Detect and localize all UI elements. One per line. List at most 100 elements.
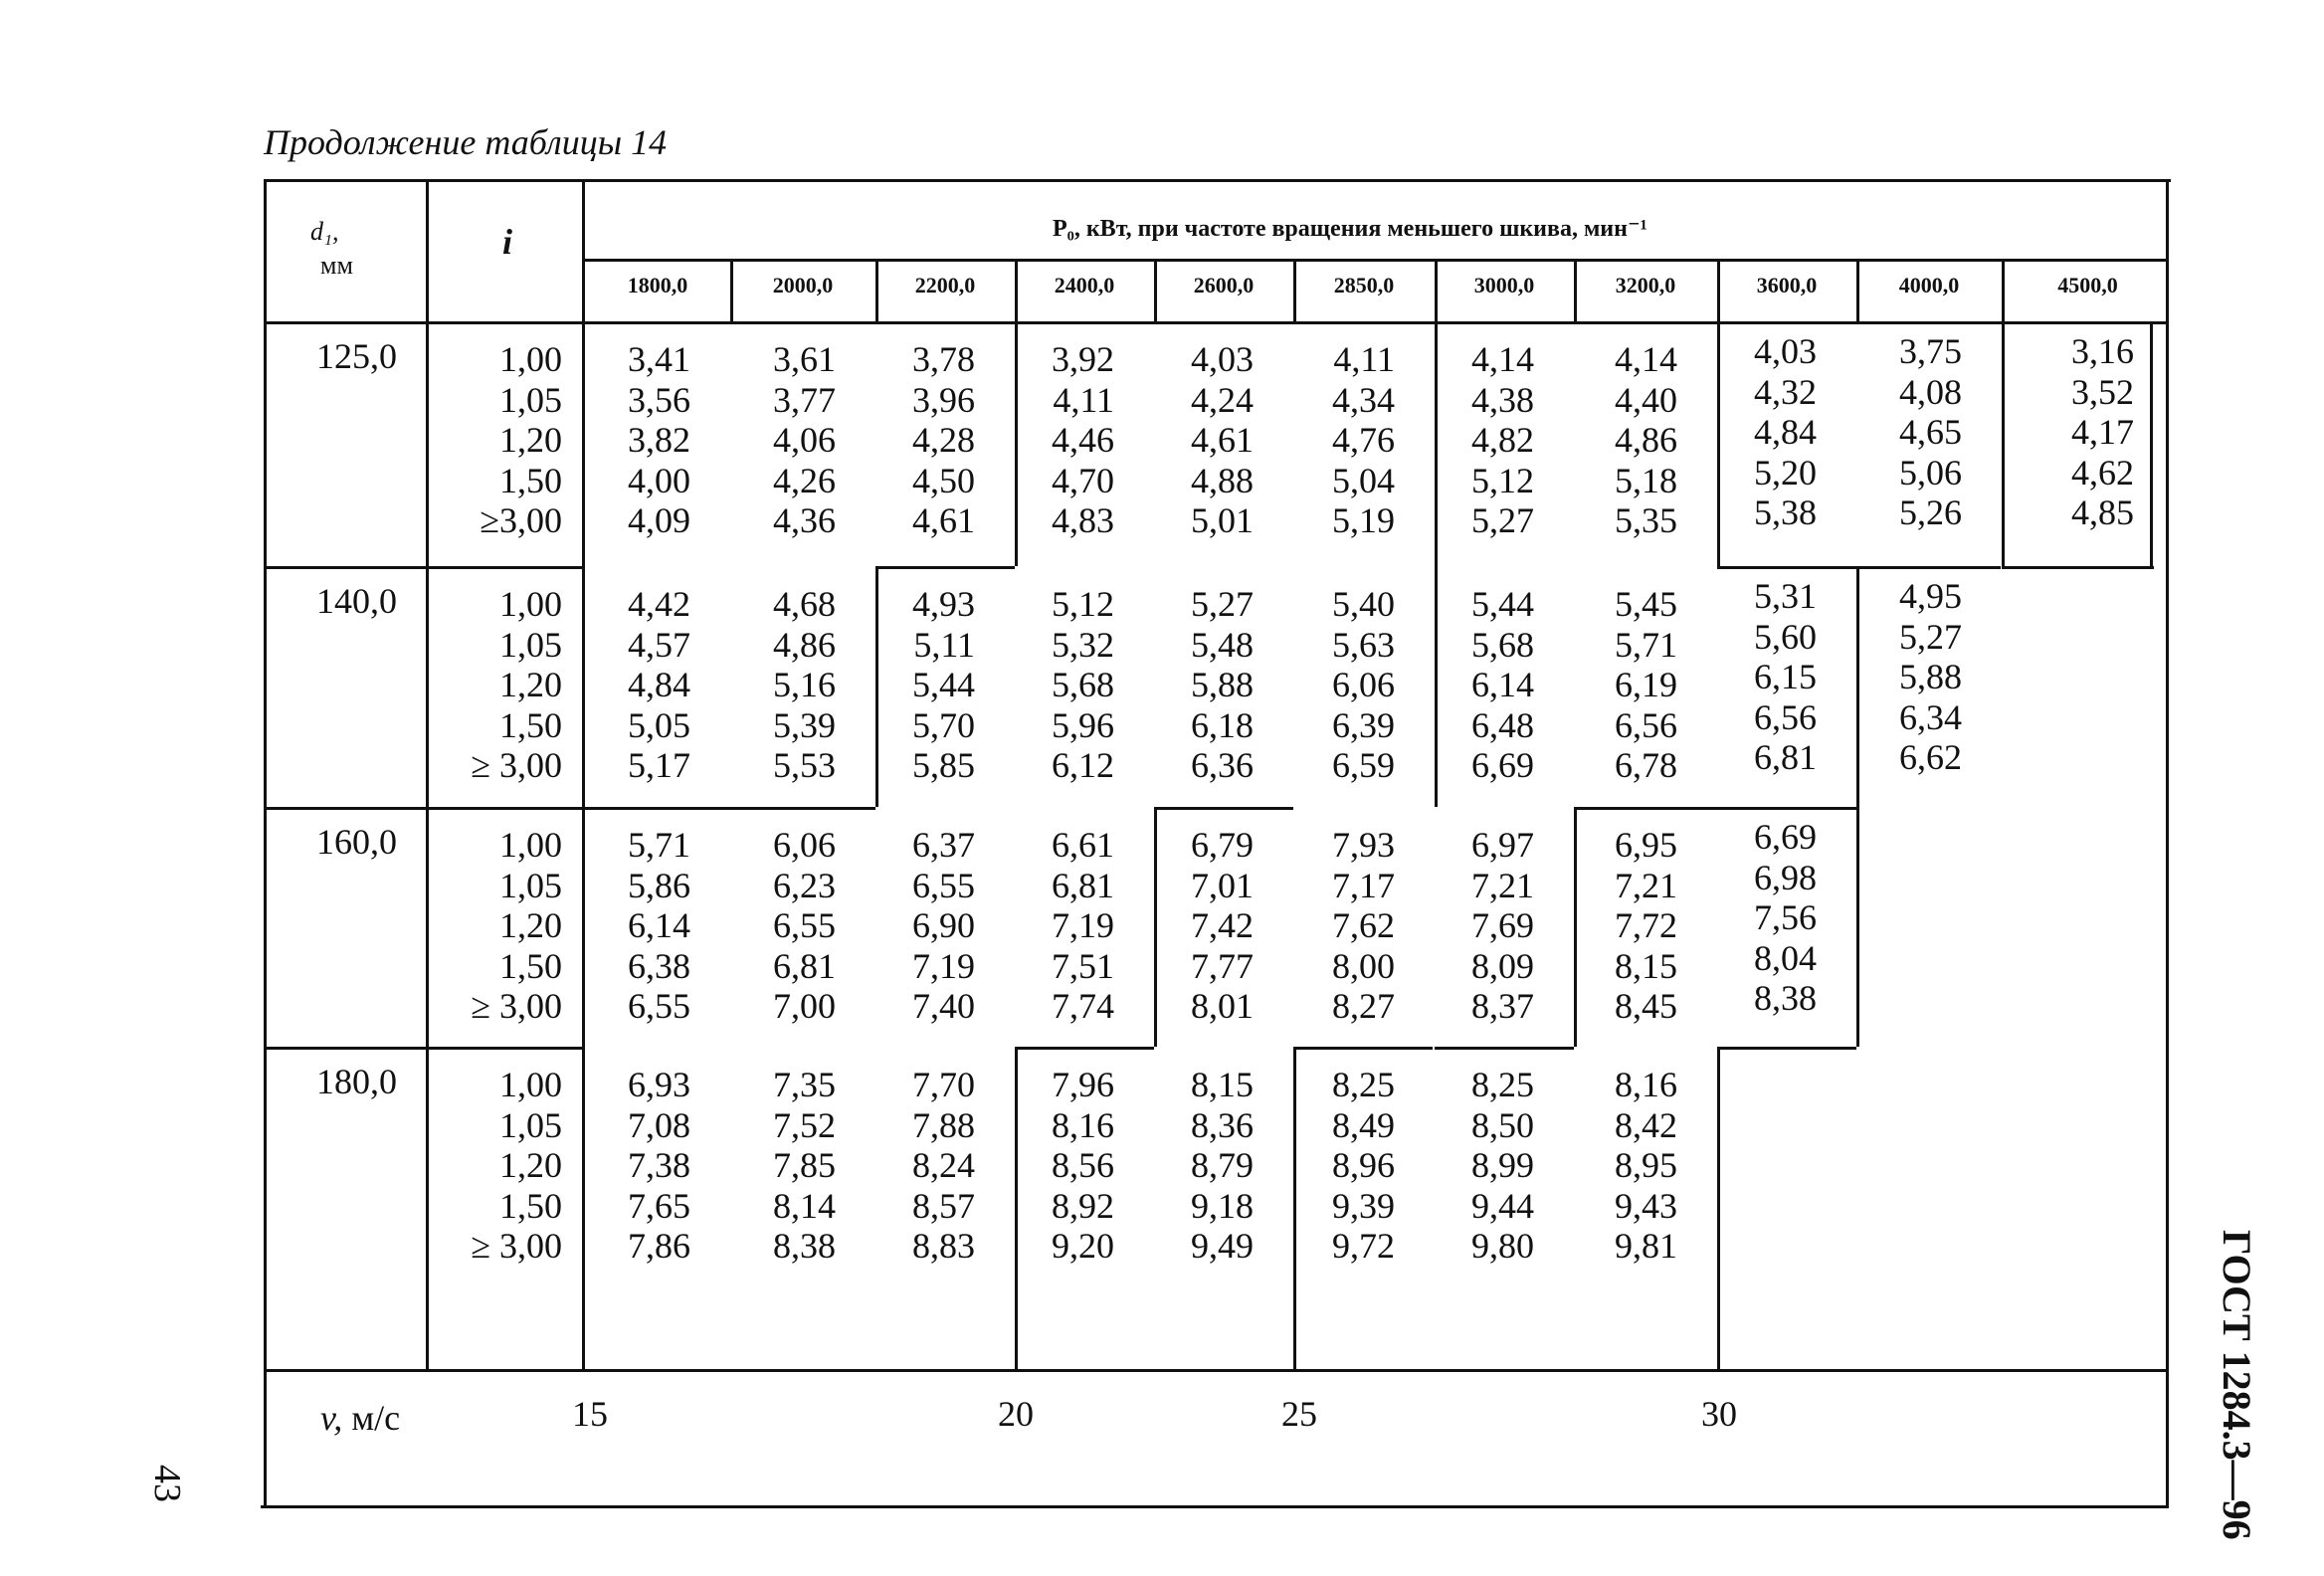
staircase-border xyxy=(2002,566,2154,569)
power-value: 9,72 xyxy=(1332,1226,1395,1266)
d1-header: d₁, xyxy=(310,217,339,246)
power-value: 7,19 xyxy=(1052,905,1114,945)
d1-value: 140,0 xyxy=(316,581,397,621)
velocity-tick-20: 20 xyxy=(998,1394,1034,1434)
power-value: 5,71 xyxy=(628,825,690,865)
power-value: 5,70 xyxy=(912,704,975,745)
power-value: 3,16 xyxy=(2071,331,2134,371)
power-value: 6,39 xyxy=(1332,704,1395,745)
standard-code: ГОСТ 1284.3—96 xyxy=(2215,1230,2259,1540)
power-value: 6,95 xyxy=(1615,825,1677,865)
d1-column-border xyxy=(426,179,429,1369)
power-value: 5,63 xyxy=(1332,624,1395,665)
power-value: 6,15 xyxy=(1754,657,1817,696)
i-column-border xyxy=(582,179,585,1369)
velocity-symbol: v, xyxy=(320,1398,343,1438)
power-value: 8,25 xyxy=(1332,1065,1395,1104)
power-value: 3,75 xyxy=(1899,331,1962,371)
table-right-border xyxy=(2166,179,2169,1508)
power-value: 7,96 xyxy=(1052,1065,1114,1104)
power-value: 8,42 xyxy=(1615,1104,1677,1145)
i-value: 1,05 xyxy=(499,379,562,420)
power-value: 4,76 xyxy=(1332,420,1395,460)
power-value: 6,38 xyxy=(628,945,690,986)
staircase-border xyxy=(1435,1047,1574,1050)
freq-header-divider xyxy=(1856,259,1859,324)
power-value: 5,17 xyxy=(628,745,690,785)
power-value: 6,69 xyxy=(1471,745,1534,785)
power-value: 6,06 xyxy=(1332,665,1395,704)
power-value: 6,78 xyxy=(1615,745,1677,785)
power-value: 8,45 xyxy=(1615,986,1677,1026)
power-value: 4,65 xyxy=(1899,412,1962,452)
power-value: 6,93 xyxy=(628,1065,690,1104)
staircase-border xyxy=(875,566,1015,569)
power-value: 5,20 xyxy=(1754,452,1817,492)
power-value: 6,69 xyxy=(1754,817,1817,857)
i-value: 1,50 xyxy=(499,460,562,500)
table-top-border xyxy=(264,179,2171,182)
i-value: 1,20 xyxy=(499,420,562,460)
power-value: 7,21 xyxy=(1615,865,1677,905)
power-value: 6,34 xyxy=(1899,696,1962,737)
velocity-tick-30: 30 xyxy=(1701,1394,1737,1434)
power-value: 9,43 xyxy=(1615,1185,1677,1226)
power-value: 6,12 xyxy=(1052,745,1114,785)
header-bottom xyxy=(264,321,2169,324)
frequency-header: 2400,0 xyxy=(1054,273,1115,297)
power-value: 5,71 xyxy=(1615,624,1677,665)
power-value: 5,06 xyxy=(1899,452,1962,492)
velocity-unit: м/с xyxy=(351,1398,401,1438)
power-value: 5,31 xyxy=(1754,576,1817,616)
group-divider xyxy=(264,566,585,569)
power-value: 6,81 xyxy=(773,945,836,986)
freq-header-divider xyxy=(730,259,733,324)
power-value: 7,17 xyxy=(1332,865,1395,905)
frequency-header: 2200,0 xyxy=(914,273,976,297)
frequency-header: 2000,0 xyxy=(772,273,834,297)
i-value: 1,05 xyxy=(499,865,562,905)
staircase-border xyxy=(1856,566,1859,807)
power-value: 7,69 xyxy=(1471,905,1534,945)
staircase-border xyxy=(1015,321,1018,566)
power-value: 9,49 xyxy=(1191,1226,1254,1266)
staircase-border xyxy=(1717,807,1856,810)
staircase-border xyxy=(875,566,878,807)
power-value: 8,09 xyxy=(1471,945,1534,986)
power-value: 7,77 xyxy=(1191,945,1254,986)
power-value: 3,96 xyxy=(912,379,975,420)
power-value: 4,24 xyxy=(1191,379,1254,420)
power-value: 5,11 xyxy=(913,624,975,665)
power-value: 7,00 xyxy=(773,986,836,1026)
power-value: 6,81 xyxy=(1754,737,1817,777)
group-divider xyxy=(264,807,585,810)
power-value: 8,95 xyxy=(1615,1145,1677,1185)
power-value: 3,41 xyxy=(628,339,690,379)
power-value: 7,88 xyxy=(912,1104,975,1145)
staircase-border xyxy=(1154,807,1293,810)
power-value: 6,61 xyxy=(1052,825,1114,865)
power-value: 3,77 xyxy=(773,379,836,420)
staircase-border xyxy=(1717,321,1720,568)
power-value: 4,46 xyxy=(1052,420,1114,460)
power-value: 5,40 xyxy=(1332,584,1395,624)
velocity-label: v, м/с xyxy=(320,1397,400,1439)
power-value: 4,14 xyxy=(1615,339,1677,379)
frequency-header: 3000,0 xyxy=(1473,273,1535,297)
power-value: 8,04 xyxy=(1754,937,1817,978)
i-value: 1,00 xyxy=(499,825,562,865)
freq-header-divider xyxy=(1717,259,1720,324)
power-value: 3,56 xyxy=(628,379,690,420)
power-value: 8,15 xyxy=(1191,1065,1254,1104)
i-value: 1,50 xyxy=(499,704,562,745)
power-value: 8,16 xyxy=(1052,1104,1114,1145)
power-value: 8,24 xyxy=(912,1145,975,1185)
power-value: 5,88 xyxy=(1191,665,1254,704)
power-value: 6,56 xyxy=(1615,704,1677,745)
power-value: 8,38 xyxy=(773,1226,836,1266)
power-value: 4,70 xyxy=(1052,460,1114,500)
power-value: 7,19 xyxy=(912,945,975,986)
power-value: 7,65 xyxy=(628,1185,690,1226)
power-value: 6,62 xyxy=(1899,737,1962,777)
staircase-border xyxy=(1293,1047,1433,1050)
